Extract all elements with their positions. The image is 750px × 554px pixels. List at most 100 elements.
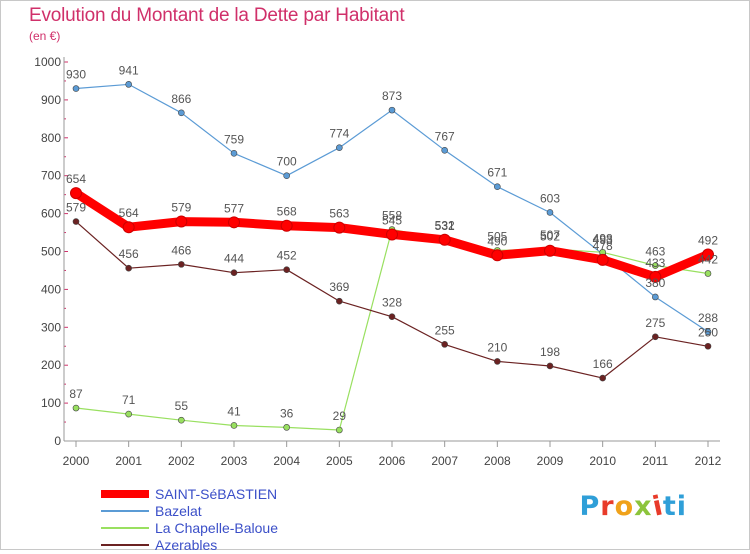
point-azerables bbox=[72, 218, 80, 225]
point-bazelat bbox=[283, 172, 290, 179]
x-tick-label: 2006 bbox=[379, 454, 406, 468]
y-tick-label: 700 bbox=[41, 169, 61, 183]
point-bazelat bbox=[125, 81, 132, 88]
point-azerables bbox=[178, 261, 185, 268]
plot-background bbox=[64, 57, 720, 441]
data-label-azerables: 255 bbox=[435, 323, 455, 337]
y-tick-label: 300 bbox=[41, 320, 61, 334]
data-label-la-chapelle-baloue: 498 bbox=[593, 231, 613, 245]
point-saint-sebastien bbox=[491, 249, 504, 262]
data-label-la-chapelle-baloue: 558 bbox=[382, 209, 402, 223]
data-label-bazelat: 941 bbox=[119, 63, 139, 77]
data-label-bazelat: 873 bbox=[382, 89, 402, 103]
data-label-azerables: 275 bbox=[645, 316, 665, 330]
data-label-saint-sebastien: 478 bbox=[593, 239, 613, 253]
data-label-bazelat: 930 bbox=[66, 68, 86, 82]
data-label-saint-sebastien: 502 bbox=[540, 230, 560, 244]
data-label-azerables: 466 bbox=[171, 243, 191, 257]
legend-label-bazelat: Bazelat bbox=[155, 503, 202, 519]
chart-title: Evolution du Montant de la Dette par Hab… bbox=[29, 5, 405, 26]
y-tick-label: 100 bbox=[41, 396, 61, 410]
logo-letter-o: o bbox=[614, 491, 635, 522]
data-label-la-chapelle-baloue: 507 bbox=[540, 228, 560, 242]
data-label-azerables: 452 bbox=[277, 249, 297, 263]
legend-label-saint-sebastien: SAINT-SéBASTIEN bbox=[155, 486, 278, 502]
x-tick-label: 2004 bbox=[273, 454, 300, 468]
point-bazelat bbox=[494, 183, 501, 190]
point-la-chapelle-baloue bbox=[283, 424, 290, 431]
legend-label-azerables: Azerables bbox=[155, 537, 218, 553]
point-saint-sebastien bbox=[386, 228, 398, 241]
data-label-bazelat: 774 bbox=[329, 127, 349, 141]
y-tick-label: 500 bbox=[41, 245, 61, 259]
data-label-bazelat: 700 bbox=[277, 155, 297, 169]
x-tick-label: 2003 bbox=[221, 454, 248, 468]
point-bazelat bbox=[178, 109, 185, 117]
x-tick-label: 2011 bbox=[642, 454, 668, 468]
data-label-azerables: 456 bbox=[119, 247, 139, 261]
data-label-bazelat: 288 bbox=[698, 311, 718, 325]
data-label-la-chapelle-baloue: 41 bbox=[227, 404, 241, 418]
legend-swatch-saint-sebastien bbox=[101, 490, 149, 498]
point-bazelat bbox=[441, 147, 448, 154]
point-bazelat bbox=[336, 144, 343, 151]
point-saint-sebastien bbox=[333, 221, 346, 234]
point-azerables bbox=[336, 297, 343, 305]
point-azerables bbox=[599, 374, 606, 382]
proxiti-logo: Proxiti bbox=[579, 490, 687, 522]
data-label-saint-sebastien: 433 bbox=[645, 256, 665, 270]
logo-letter-p: P bbox=[579, 491, 601, 522]
data-label-bazelat: 603 bbox=[540, 191, 560, 205]
point-bazelat bbox=[546, 209, 554, 216]
x-tick-label: 2000 bbox=[63, 454, 90, 468]
legend-swatch-bazelat bbox=[101, 510, 149, 512]
y-tick-label: 400 bbox=[41, 282, 61, 296]
data-label-la-chapelle-baloue: 532 bbox=[435, 218, 455, 232]
y-tick-label: 0 bbox=[54, 434, 61, 448]
data-label-la-chapelle-baloue: 55 bbox=[175, 399, 189, 413]
data-label-la-chapelle-baloue: 463 bbox=[645, 245, 665, 259]
y-tick-label: 800 bbox=[41, 131, 61, 145]
legend-swatch-la-chapelle-baloue bbox=[101, 527, 149, 529]
logo-letter-r: r bbox=[600, 491, 615, 522]
x-tick-label: 2005 bbox=[326, 454, 353, 468]
data-label-azerables: 198 bbox=[540, 345, 560, 359]
logo-letter-ti: ti bbox=[662, 491, 687, 522]
point-bazelat bbox=[704, 328, 712, 336]
data-label-la-chapelle-baloue: 505 bbox=[487, 229, 507, 243]
y-tick-label: 900 bbox=[41, 93, 61, 107]
point-la-chapelle-baloue bbox=[230, 422, 238, 429]
point-la-chapelle-baloue bbox=[72, 404, 80, 412]
point-azerables bbox=[230, 269, 238, 277]
data-label-saint-sebastien: 490 bbox=[487, 234, 507, 248]
point-la-chapelle-baloue bbox=[178, 416, 185, 424]
point-saint-sebastien bbox=[544, 244, 556, 257]
point-bazelat bbox=[72, 85, 80, 92]
logo-letter-x: x bbox=[634, 491, 653, 522]
point-la-chapelle-baloue bbox=[336, 426, 343, 434]
chart-subtitle: (en €) bbox=[29, 29, 61, 43]
data-label-saint-sebastien: 568 bbox=[277, 205, 297, 219]
data-label-saint-sebastien: 577 bbox=[224, 201, 244, 215]
x-tick-label: 2010 bbox=[589, 454, 616, 468]
x-tick-label: 2001 bbox=[115, 454, 142, 468]
data-label-bazelat: 866 bbox=[171, 92, 191, 106]
point-bazelat bbox=[230, 150, 238, 157]
point-azerables bbox=[283, 266, 290, 273]
point-bazelat bbox=[652, 293, 659, 301]
data-label-saint-sebastien: 563 bbox=[329, 207, 349, 221]
point-bazelat bbox=[388, 106, 396, 114]
x-tick-label: 2009 bbox=[537, 454, 564, 468]
point-saint-sebastien bbox=[649, 270, 662, 283]
data-label-bazelat: 767 bbox=[435, 129, 455, 143]
point-la-chapelle-baloue bbox=[652, 262, 659, 269]
data-label-bazelat: 759 bbox=[224, 132, 244, 146]
point-saint-sebastien bbox=[596, 253, 609, 266]
x-tick-label: 2012 bbox=[695, 454, 722, 468]
y-tick-label: 1000 bbox=[34, 55, 61, 69]
x-tick-label: 2008 bbox=[484, 454, 511, 468]
point-saint-sebastien bbox=[175, 215, 188, 228]
data-label-la-chapelle-baloue: 29 bbox=[333, 409, 347, 423]
